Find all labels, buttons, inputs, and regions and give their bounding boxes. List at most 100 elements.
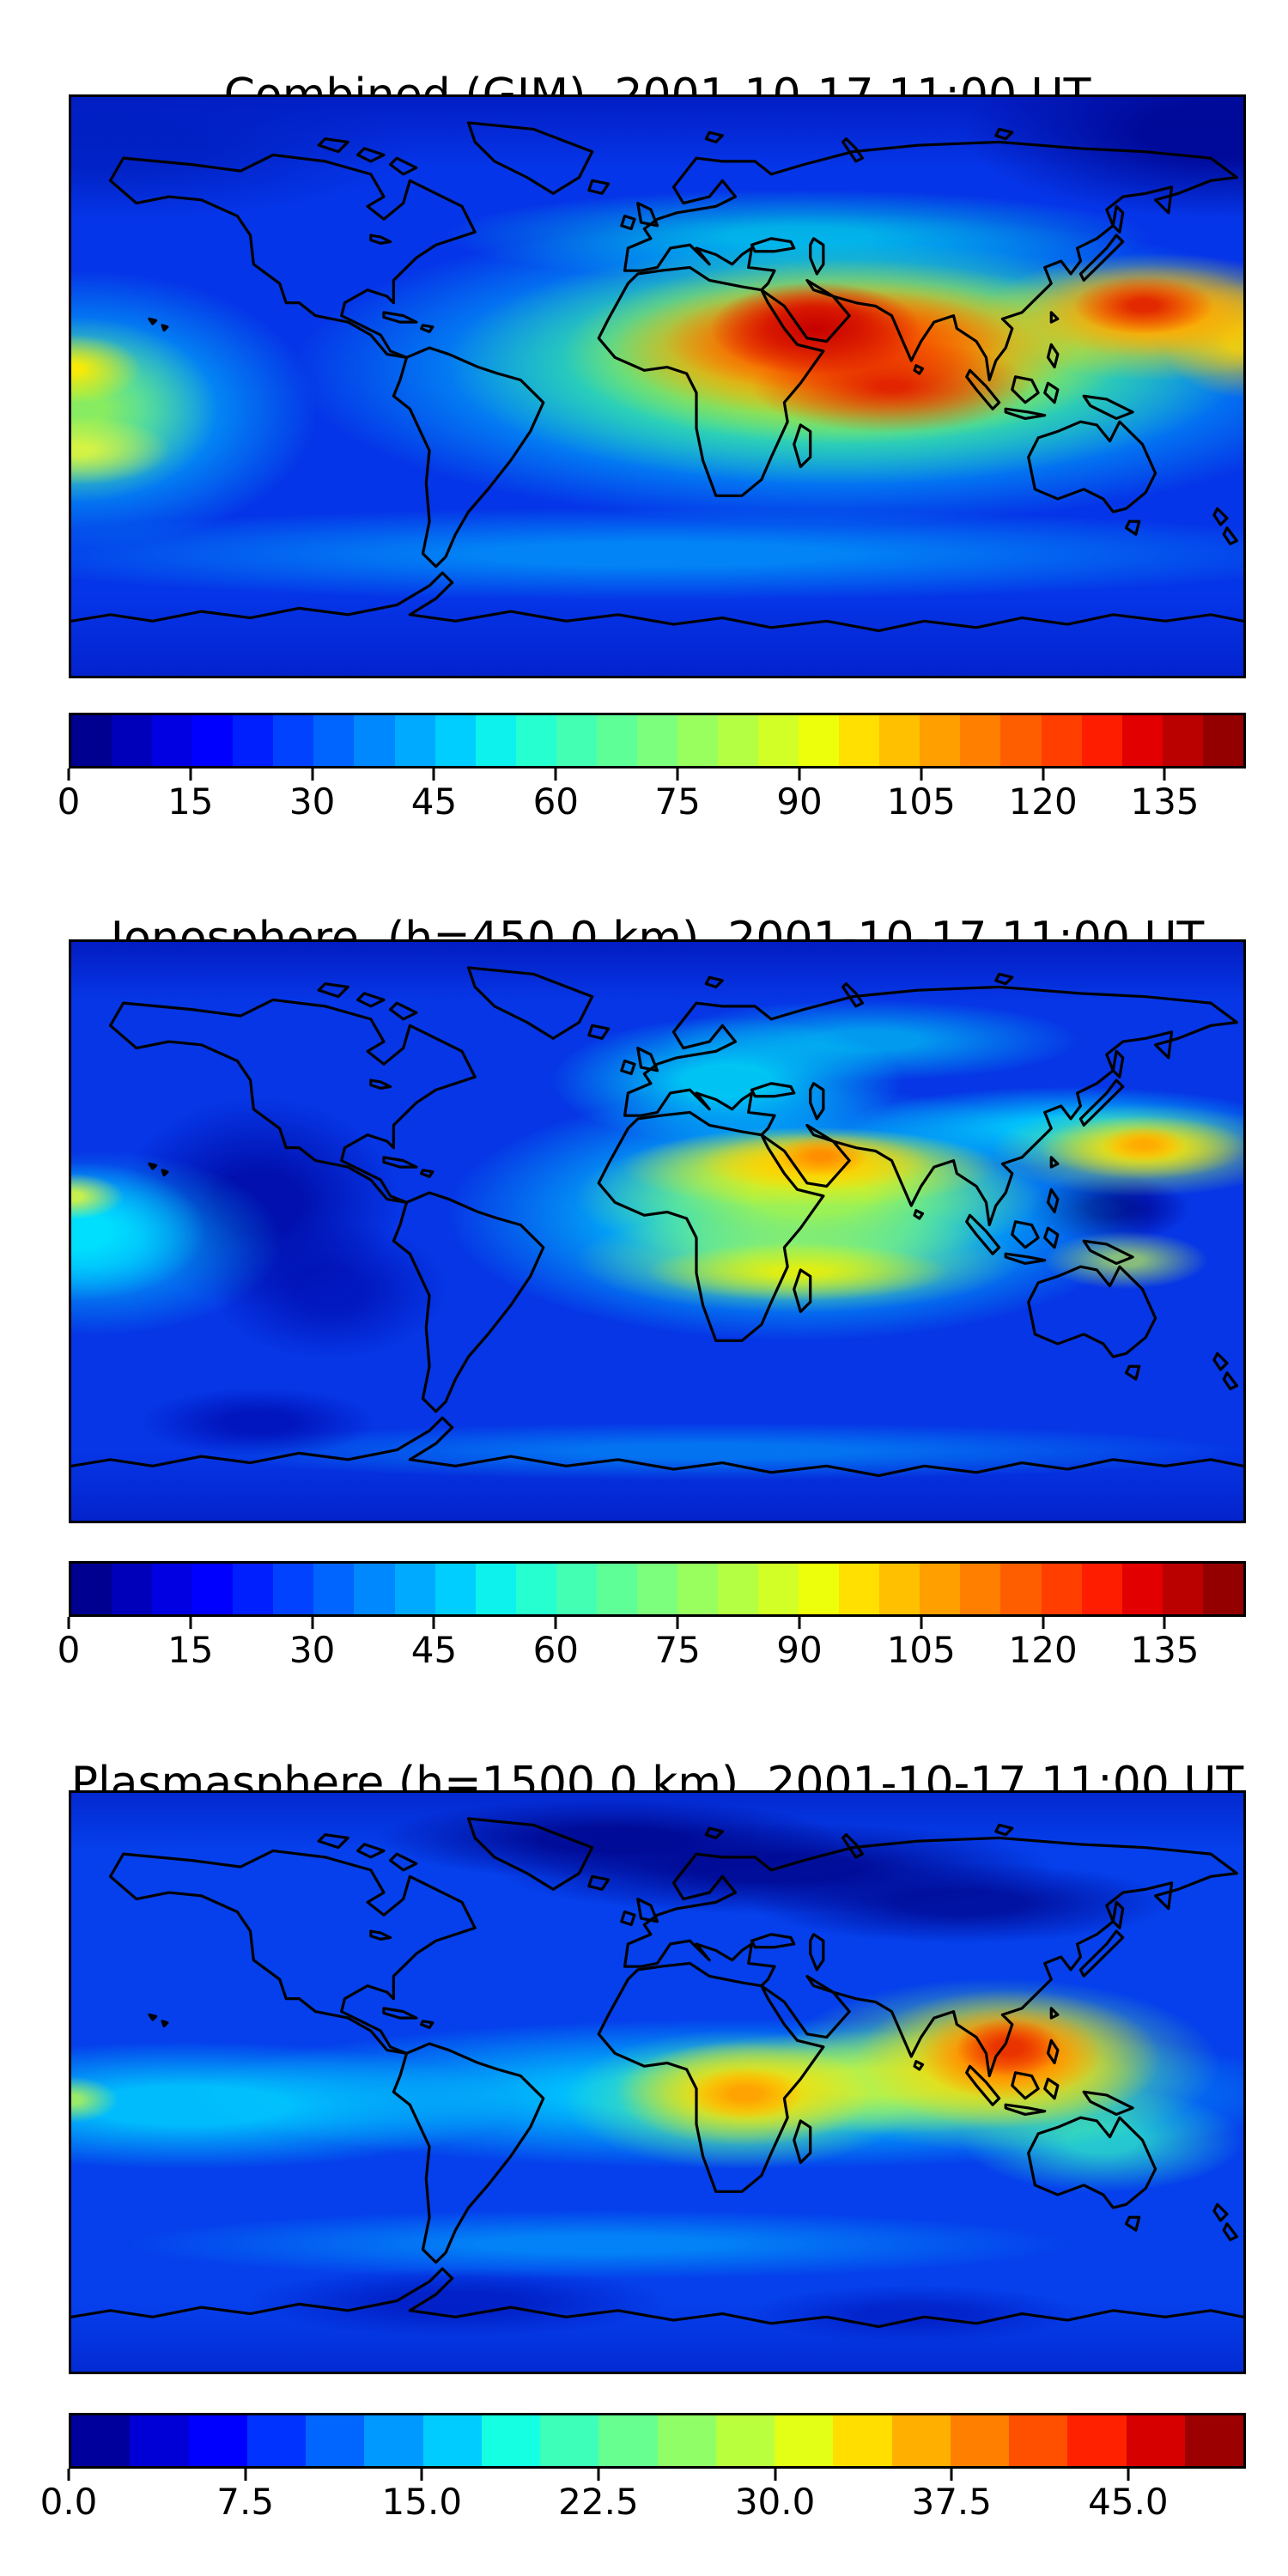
colorbar-segment [475,1564,516,1614]
colorbar-segment [71,1564,112,1614]
colorbar-segment [112,715,153,766]
colorbar-tick-label: 45.0 [1088,2481,1169,2523]
colorbar-tick-label: 135 [1130,1629,1200,1671]
colorbar-tick [1042,769,1045,781]
colorbar-segment [657,2415,716,2466]
colorbar-segment [71,715,112,766]
colorbar-tick-label: 30.0 [734,2481,816,2523]
colorbar-segment [879,715,920,766]
colorbar-tick [420,2469,423,2481]
colorbar-segment [891,2415,951,2466]
colorbar-segment [556,1564,597,1614]
colorbar-tick [920,1617,923,1629]
colorbar-segment [515,1564,556,1614]
colorbar-tick [1163,769,1166,781]
world-map-combined [69,94,1246,678]
colorbar-tick [920,769,923,781]
colorbar-segment [636,1564,677,1614]
colorbar-segment [960,1564,1001,1614]
colorbar-segment [715,2415,775,2466]
colorbar-segment [839,715,880,766]
colorbar-tick [311,1617,314,1629]
colorbar-segment [596,715,637,766]
colorbar-segment [1000,715,1042,766]
colorbar-segment [1041,715,1082,766]
coastlines-svg [71,1817,1243,2329]
colorbar-segment [1121,1564,1163,1614]
colorbar-tick-label: 120 [1008,781,1078,823]
colorbar-segment [677,715,718,766]
colorbar-tick-label: 45 [410,1629,458,1671]
colorbar-segment [192,715,234,766]
colorbar-segment [364,2415,423,2466]
colorbar-segment [246,2415,306,2466]
colorbar-segment [718,715,759,766]
colorbar-segment [596,1564,637,1614]
colorbar-combined [69,713,1246,769]
colorbar-tick-label: 15 [167,781,214,823]
colorbar-ticks-ionosphere: 0 15 30 45 60 75 90 105 120 135 [58,1617,1246,1686]
colorbar-segment [394,715,435,766]
colorbar-tick [597,2469,600,2481]
colorbar-segment [839,1564,880,1614]
colorbar-segment [422,2415,482,2466]
colorbar-tick [432,1617,435,1629]
colorbar-segment [1162,1564,1203,1614]
colorbar-segment [481,2415,540,2466]
colorbar-tick [676,769,679,781]
colorbar-tick [798,1617,801,1629]
colorbar-segment [354,715,395,766]
colorbar-segment [1081,1564,1122,1614]
colorbar-segment [775,2415,834,2466]
colorbar-tick-label: 7.5 [216,2481,275,2523]
colorbar-segment [879,1564,920,1614]
colorbar-tick-label: 15 [167,1629,214,1671]
colorbar-segment [677,1564,718,1614]
colorbar-tick-label: 105 [886,1629,956,1671]
colorbar-segment [112,1564,153,1614]
colorbar-tick [774,2469,777,2481]
colorbar-segment [1126,2415,1185,2466]
colorbar-ticks-combined: 0 15 30 45 60 75 90 105 120 135 [58,769,1246,837]
world-map-plasmasphere [69,1790,1246,2374]
colorbar-tick-label: 105 [886,781,956,823]
world-map-ionosphere [69,939,1246,1523]
colorbar-tick-label: 75 [654,1629,701,1671]
colorbar-tick [554,1617,557,1629]
colorbar-segment [434,715,476,766]
colorbar-segment [1041,1564,1082,1614]
colorbar-tick-label: 135 [1130,781,1200,823]
colorbar-segment [1184,2415,1243,2466]
colorbar-segment [799,715,840,766]
colorbar-tick [67,1617,70,1629]
colorbar-segment [1081,715,1122,766]
colorbar-tick-label: 30 [289,781,336,823]
colorbar-segment [313,1564,355,1614]
colorbar-segment [1000,1564,1042,1614]
colorbar-tick-label: 120 [1008,1629,1078,1671]
colorbar-segment [1121,715,1163,766]
colorbar-tick [67,769,70,781]
colorbar-tick-label: 60 [532,781,580,823]
colorbar-tick [1127,2469,1130,2481]
colorbar-tick-label: 0 [57,1629,81,1671]
colorbar-segment [188,2415,247,2466]
colorbar-tick [676,1617,679,1629]
colorbar-segment [758,715,799,766]
colorbar-segment [1009,2415,1068,2466]
colorbar-tick-label: 45 [410,781,458,823]
colorbar-segment [718,1564,759,1614]
colorbar-plasmasphere [69,2413,1246,2469]
colorbar-segment [598,2415,658,2466]
colorbar-tick-label: 90 [776,1629,823,1671]
colorbar-segment [233,715,274,766]
colorbar-tick-label: 0 [57,781,81,823]
colorbar-tick [189,1617,192,1629]
colorbar-ticks-plasmasphere: 0.0 7.5 15.0 22.5 30.0 37.5 45.0 [40,2469,1246,2537]
colorbar-segment [152,715,193,766]
colorbar-segment [556,715,597,766]
colorbar-segment [1162,715,1203,766]
colorbar-tick-label: 30 [289,1629,336,1671]
colorbar-segment [152,1564,193,1614]
